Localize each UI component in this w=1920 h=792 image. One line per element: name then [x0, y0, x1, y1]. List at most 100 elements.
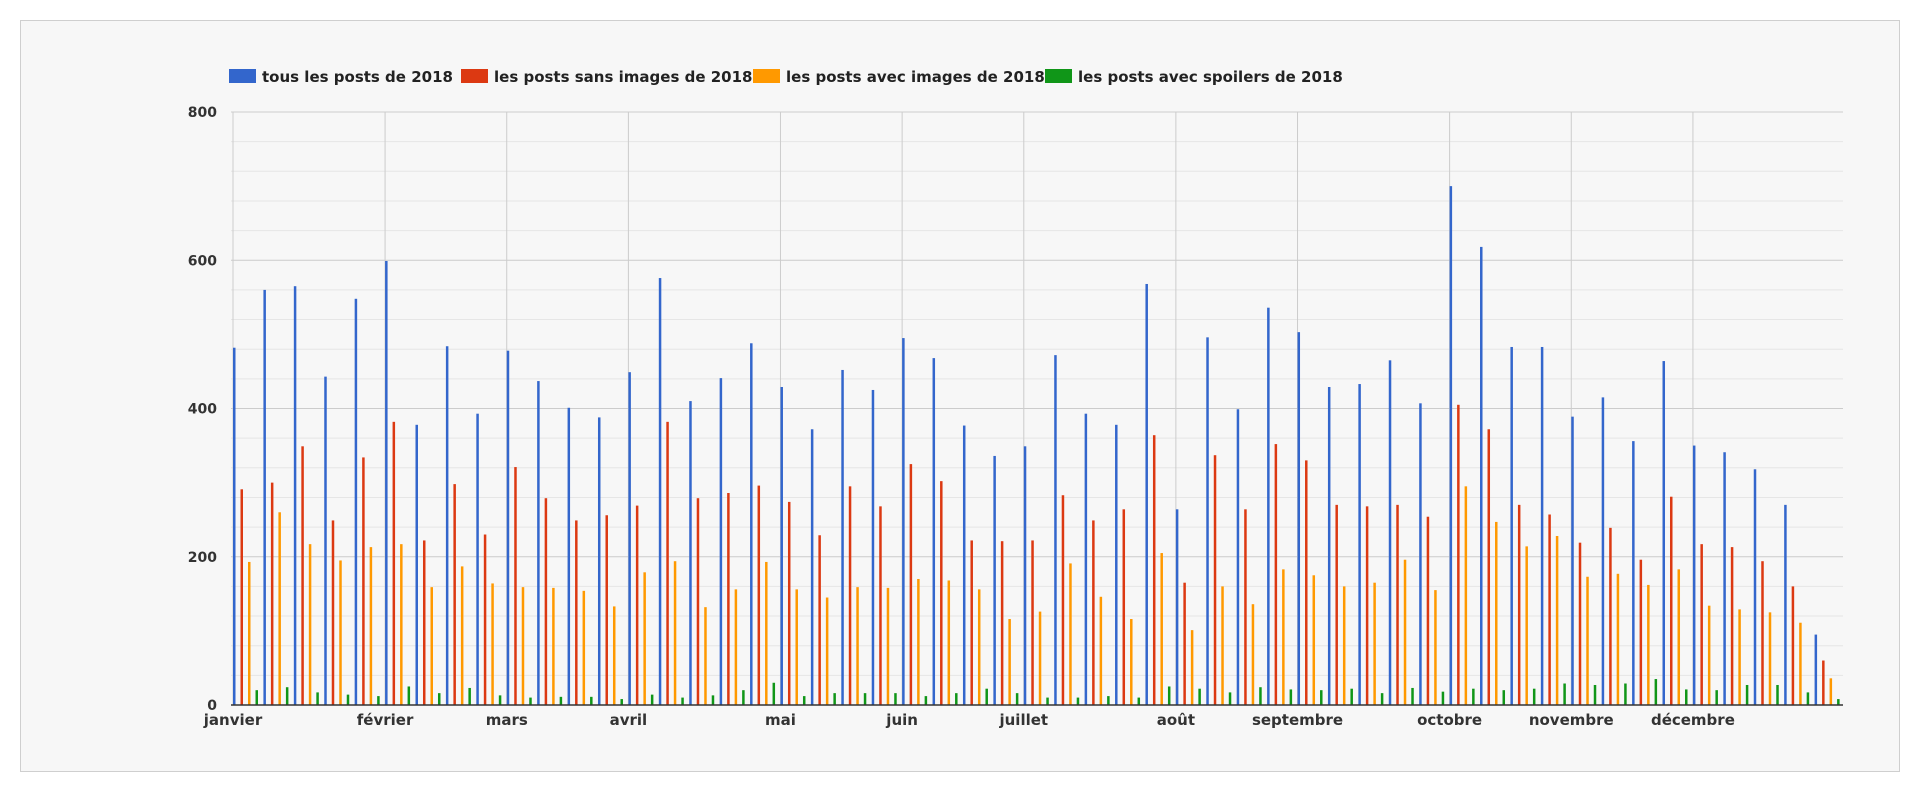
bar: [1092, 520, 1095, 705]
bar: [1563, 683, 1566, 705]
bar: [1799, 622, 1802, 705]
bar: [1647, 584, 1650, 705]
bar: [400, 544, 403, 705]
bar: [308, 544, 312, 705]
bar: [1426, 516, 1430, 705]
bar: [863, 693, 867, 705]
bar: [1350, 688, 1353, 705]
bar: [263, 289, 266, 705]
bar: [1305, 460, 1308, 705]
bar: [909, 464, 913, 705]
bar: [1776, 684, 1779, 705]
bar: [1282, 569, 1285, 705]
bar: [1487, 429, 1491, 705]
bar: [802, 696, 806, 705]
bar: [240, 489, 243, 705]
x-tick-label: mai: [765, 711, 796, 729]
bar: [886, 587, 890, 705]
bar: [1685, 689, 1688, 705]
bar: [1251, 604, 1255, 705]
bar: [1472, 688, 1475, 705]
bar: [1259, 687, 1262, 705]
chart-panel: 0 200 400 600 800 janvier février mars avril mai…: [20, 20, 1900, 772]
x-tick-label: juillet: [998, 711, 1048, 729]
bar: [1723, 452, 1726, 705]
bar: [430, 587, 433, 705]
bar: [1806, 692, 1810, 705]
bar: [1411, 687, 1414, 705]
bar: [734, 589, 738, 705]
bar: [1320, 690, 1323, 705]
bar: [1495, 521, 1498, 705]
bar: [1525, 546, 1528, 705]
bar: [1700, 544, 1703, 705]
bar: [666, 421, 669, 705]
bar: [1008, 619, 1011, 705]
bar: [354, 298, 358, 705]
bar: [658, 278, 662, 705]
bar: [1745, 684, 1749, 705]
bar: [977, 589, 981, 705]
bar: [947, 580, 951, 705]
bar: [1434, 590, 1437, 705]
bar: [1061, 495, 1065, 705]
bar: [1380, 693, 1384, 705]
bar: [719, 378, 723, 705]
y-tick-label: 400: [188, 402, 217, 418]
bar: [1586, 576, 1589, 705]
bar: [1730, 547, 1734, 705]
bar: [1403, 559, 1407, 705]
bar: [1000, 541, 1004, 705]
bar: [1692, 445, 1696, 705]
bar: [818, 535, 821, 705]
bar: [1076, 697, 1080, 705]
bar: [1122, 509, 1126, 705]
legend: tous les posts de 2018 les posts sans ima…: [229, 68, 1343, 86]
bar: [962, 425, 966, 705]
bar: [1054, 355, 1057, 705]
bar: [1069, 563, 1072, 705]
bar: [1639, 559, 1643, 705]
bar: [1464, 486, 1468, 705]
bar: [1791, 586, 1795, 705]
bar: [445, 346, 449, 705]
bar: [362, 457, 365, 705]
bar: [772, 682, 776, 705]
x-tick-label: octobre: [1417, 711, 1482, 729]
bar: [1335, 504, 1338, 705]
bar: [917, 578, 920, 705]
legend-swatch: [461, 69, 488, 83]
bar: [324, 376, 327, 705]
bar: [1517, 504, 1521, 705]
bar: [1449, 186, 1453, 705]
bar: [582, 590, 586, 705]
bar: [1365, 506, 1369, 705]
bar: [1190, 630, 1194, 705]
x-tick-label: avril: [610, 711, 648, 729]
bar: [1837, 699, 1840, 705]
bar: [1183, 582, 1186, 705]
bar: [1137, 697, 1141, 705]
bar: [1814, 634, 1818, 705]
bar: [673, 561, 677, 705]
bar: [810, 429, 814, 705]
gridlines: [231, 111, 1843, 706]
bar: [1038, 611, 1042, 705]
bar: [932, 358, 936, 705]
bar: [628, 372, 631, 705]
bar: [612, 606, 616, 705]
bar: [498, 695, 502, 705]
bar: [1289, 689, 1293, 705]
bar: [476, 413, 479, 705]
bar: [620, 699, 623, 705]
bar: [727, 493, 730, 705]
bar: [1548, 514, 1551, 705]
bar: [1031, 540, 1034, 705]
x-tick-label: décembre: [1651, 711, 1735, 729]
bar: [1502, 690, 1506, 705]
bar: [1510, 346, 1513, 705]
bar: [1670, 496, 1673, 705]
bar: [1152, 435, 1156, 705]
bar: [597, 417, 601, 705]
x-axis-tick-labels: janvier février mars avril mai juin juillet aoû…: [203, 711, 1735, 729]
